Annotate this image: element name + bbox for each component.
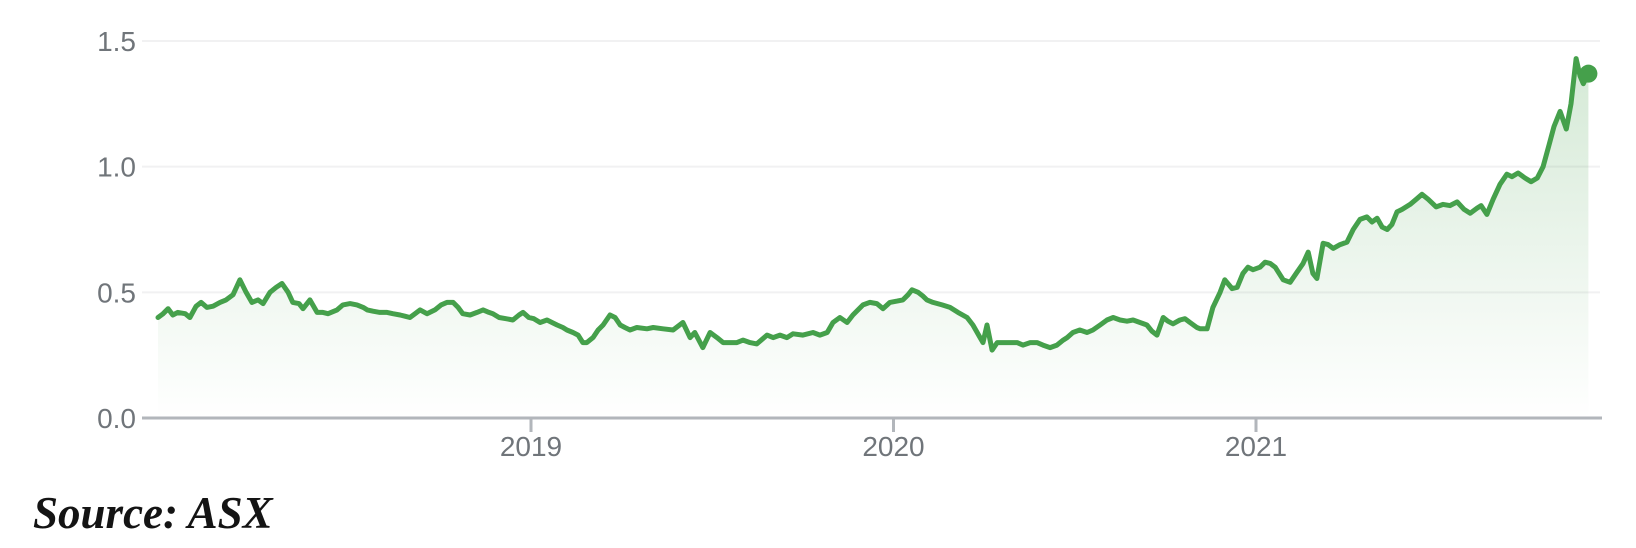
last-price-dot — [1579, 64, 1598, 83]
y-axis-tick-label: 0.5 — [97, 277, 136, 308]
x-axis-tick-label: 2020 — [862, 431, 924, 462]
x-axis-tick-label: 2021 — [1225, 431, 1287, 462]
y-axis-tick-label: 0.0 — [97, 403, 136, 434]
source-note: Source: ASX — [33, 488, 273, 538]
price-area-fill — [158, 58, 1589, 418]
y-axis-tick-label: 1.5 — [97, 26, 136, 57]
price-line — [155, 56, 1591, 353]
y-axis-tick-label: 1.0 — [97, 152, 136, 183]
x-axis-tick-label: 2019 — [500, 431, 562, 462]
price-line-chart: 0.0 0.5 1.0 1.5 2019 2020 2021 — [97, 26, 1602, 462]
